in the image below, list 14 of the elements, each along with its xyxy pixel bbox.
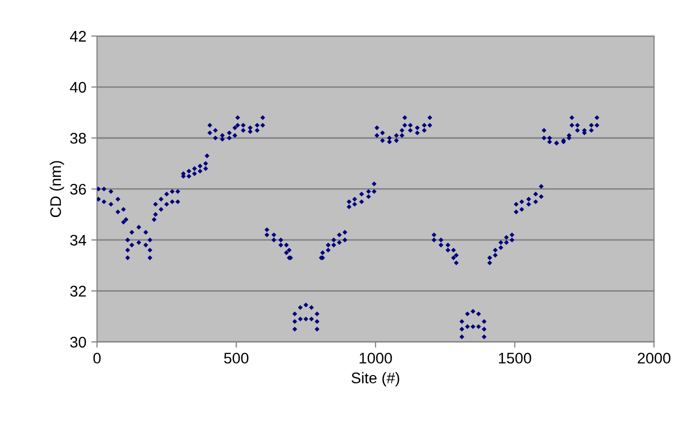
x-tick-label: 0 <box>93 352 101 364</box>
x-tick-label: 2000 <box>638 352 670 364</box>
x-tick-label: 1500 <box>498 352 532 364</box>
y-tick-label: 40 <box>70 82 86 93</box>
x-axis-title: Site (#) <box>352 372 400 386</box>
y-tick-label: 36 <box>70 184 86 195</box>
y-tick-label: 38 <box>70 132 86 144</box>
y-tick-label: 34 <box>70 234 86 246</box>
y-axis-title: CD (nm) <box>50 161 64 218</box>
y-tick-label: 32 <box>70 286 86 297</box>
x-tick-label: 1000 <box>360 352 392 364</box>
x-tick-label: 500 <box>224 352 248 364</box>
y-tick-label: 42 <box>70 30 86 42</box>
y-tick-label: 30 <box>70 336 86 348</box>
